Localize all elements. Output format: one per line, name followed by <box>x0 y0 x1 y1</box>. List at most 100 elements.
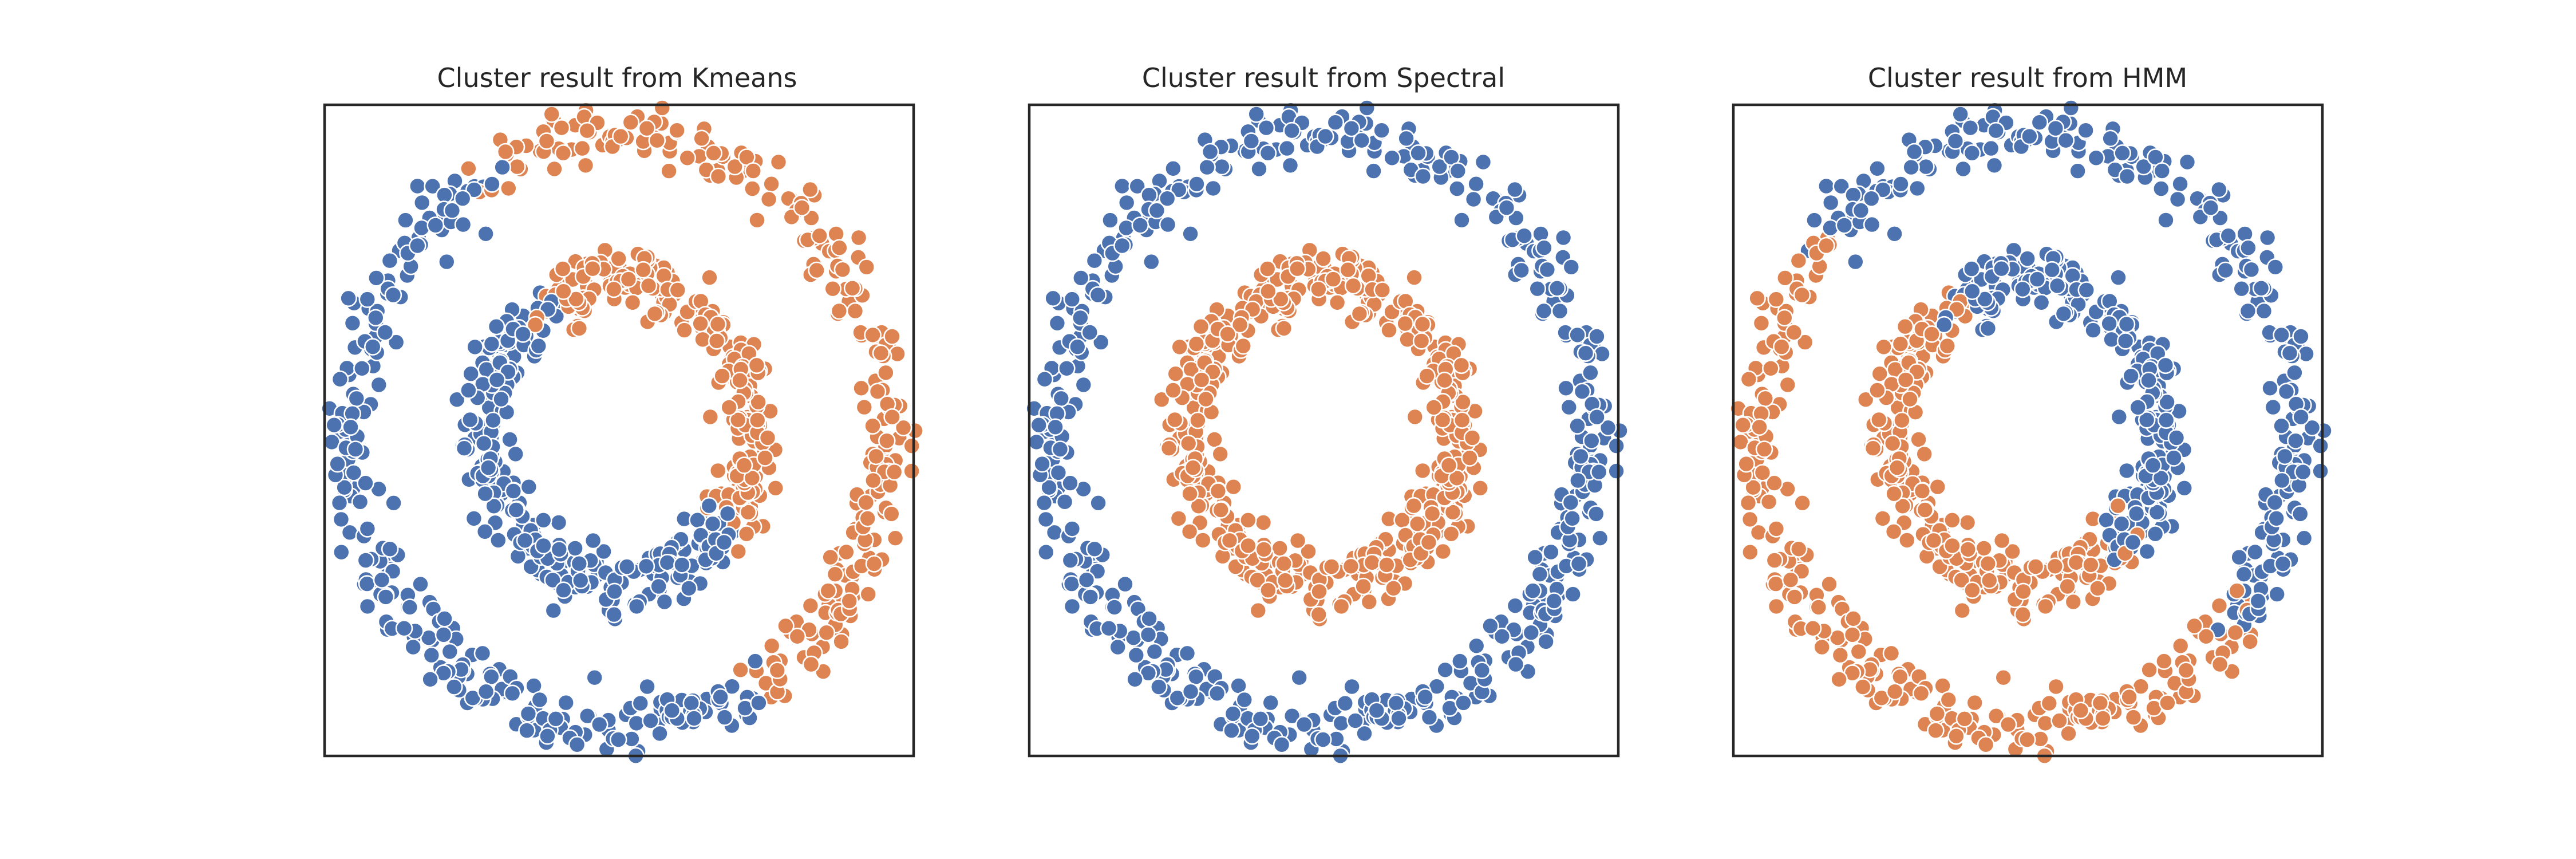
scatter-point-cluster-1 <box>2091 694 2109 712</box>
scatter-point-cluster-1 <box>1884 522 1903 541</box>
scatter-point-cluster-1 <box>867 447 885 466</box>
scatter-point-cluster-1 <box>1776 269 1794 287</box>
scatter-point-cluster-1 <box>864 326 882 344</box>
scatter-point-cluster-0 <box>377 588 395 606</box>
scatter-point-cluster-0 <box>1116 575 1134 593</box>
scatter-point-cluster-0 <box>1295 715 1313 734</box>
scatter-point-cluster-0 <box>2069 162 2087 180</box>
scatter-point-cluster-1 <box>1189 411 1207 430</box>
scatter-point-cluster-1 <box>1412 332 1431 350</box>
scatter-point-cluster-0 <box>568 736 586 754</box>
scatter-point-cluster-0 <box>504 482 523 500</box>
scatter-point-cluster-1 <box>1259 581 1277 599</box>
scatter-point-cluster-1 <box>1342 557 1360 576</box>
scatter-point-cluster-0 <box>570 554 588 573</box>
scatter-point-cluster-1 <box>1448 469 1466 487</box>
scatter-point-cluster-1 <box>1868 381 1886 399</box>
scatter-point-cluster-1 <box>1897 371 1915 389</box>
scatter-point-cluster-1 <box>1434 542 1452 561</box>
scatter-point-cluster-0 <box>1538 261 1556 279</box>
scatter-point-cluster-1 <box>496 143 515 161</box>
scatter-point-cluster-0 <box>1072 309 1089 327</box>
scatter-point-cluster-1 <box>1259 282 1277 301</box>
scatter-point-cluster-0 <box>1049 464 1068 482</box>
scatter-point-cluster-0 <box>484 411 502 430</box>
scatter-point-cluster-1 <box>2140 661 2158 679</box>
scatter-point-cluster-0 <box>1201 143 1219 161</box>
scatter-point-cluster-0 <box>2021 127 2038 145</box>
scatter-point-cluster-1 <box>1765 551 1784 569</box>
scatter-point-cluster-0 <box>2276 447 2294 466</box>
scatter-point-cluster-0 <box>1033 455 1051 473</box>
scatter-point-cluster-1 <box>2228 582 2246 600</box>
scatter-point-cluster-1 <box>701 269 718 286</box>
scatter-point-cluster-0 <box>1085 251 1104 270</box>
scatter-point-cluster-1 <box>1789 251 1808 270</box>
scatter-point-cluster-0 <box>651 724 669 743</box>
scatter-point-cluster-0 <box>550 541 568 558</box>
scatter-point-cluster-0 <box>366 309 385 327</box>
scatter-point-cluster-1 <box>1898 531 1916 549</box>
scatter-point-cluster-1 <box>526 316 544 334</box>
scatter-point-cluster-0 <box>381 540 399 558</box>
scatter-point-cluster-0 <box>384 286 402 304</box>
scatter-point-cluster-1 <box>2094 710 2112 727</box>
scatter-point-cluster-0 <box>1455 694 1472 712</box>
scatter-point-cluster-1 <box>1744 478 1762 497</box>
scatter-point-cluster-0 <box>367 269 385 287</box>
scatter-point-cluster-1 <box>872 344 890 362</box>
scatter-point-cluster-0 <box>1524 582 1542 600</box>
scatter-point-cluster-0 <box>1035 494 1053 512</box>
scatter-point-cluster-1 <box>1220 531 1239 550</box>
panel-title-kmeans: Cluster result from Kmeans <box>437 62 797 93</box>
scatter-point-cluster-1 <box>748 356 766 375</box>
scatter-point-cluster-1 <box>1959 541 1977 558</box>
scatter-point-cluster-0 <box>1346 712 1364 730</box>
scatter-point-cluster-0 <box>605 605 623 624</box>
scatter-point-cluster-1 <box>739 503 757 521</box>
scatter-point-cluster-1 <box>538 132 556 150</box>
scatter-point-cluster-0 <box>2030 113 2049 131</box>
scatter-point-cluster-0 <box>1962 260 1981 278</box>
scatter-point-cluster-0 <box>424 177 442 195</box>
scatter-point-cluster-0 <box>1416 688 1434 706</box>
scatter-point-cluster-1 <box>693 129 710 148</box>
scatter-point-cluster-0 <box>1542 543 1560 561</box>
scatter-point-cluster-1 <box>817 624 836 641</box>
scatter-point-cluster-1 <box>1740 370 1758 388</box>
scatter-point-cluster-0 <box>1607 437 1625 455</box>
scatter-point-cluster-1 <box>1378 556 1396 574</box>
scatter-point-cluster-1 <box>1275 554 1293 573</box>
scatter-point-cluster-1 <box>1966 693 1984 712</box>
scatter-point-cluster-0 <box>2165 449 2183 467</box>
scatter-point-cluster-0 <box>530 337 548 355</box>
scatter-point-cluster-0 <box>483 175 501 193</box>
scatter-point-cluster-1 <box>1894 497 1911 515</box>
scatter-point-cluster-1 <box>1928 705 1946 723</box>
scatter-point-cluster-1 <box>1993 531 2011 550</box>
scatter-point-cluster-0 <box>2167 429 2186 447</box>
scatter-point-cluster-0 <box>507 445 525 463</box>
scatter-point-cluster-1 <box>2067 553 2085 572</box>
scatter-point-cluster-0 <box>2152 469 2170 487</box>
scatter-point-cluster-0 <box>2117 315 2136 333</box>
scatter-point-cluster-0 <box>1537 633 1555 651</box>
scatter-point-cluster-0 <box>2048 277 2067 295</box>
scatter-point-cluster-1 <box>1179 434 1198 452</box>
scatter-point-cluster-0 <box>493 158 511 176</box>
scatter-point-cluster-1 <box>768 661 787 679</box>
scatter-point-cluster-1 <box>1219 325 1236 343</box>
scatter-point-cluster-0 <box>1058 359 1076 377</box>
scatter-point-cluster-0 <box>1568 326 1586 344</box>
scatter-point-cluster-0 <box>1905 143 1923 161</box>
scatter-point-cluster-0 <box>1092 333 1110 351</box>
axes-frame-hmm <box>1732 103 2324 758</box>
scatter-point-cluster-0 <box>1235 691 1254 709</box>
scatter-point-cluster-0 <box>1030 416 1048 434</box>
scatter-point-cluster-0 <box>535 537 552 555</box>
scatter-point-cluster-0 <box>408 177 426 195</box>
scatter-point-cluster-0 <box>1044 289 1062 308</box>
scatter-point-cluster-0 <box>2135 157 2152 176</box>
scatter-point-cluster-0 <box>1535 302 1553 320</box>
scatter-point-cluster-1 <box>833 261 852 279</box>
